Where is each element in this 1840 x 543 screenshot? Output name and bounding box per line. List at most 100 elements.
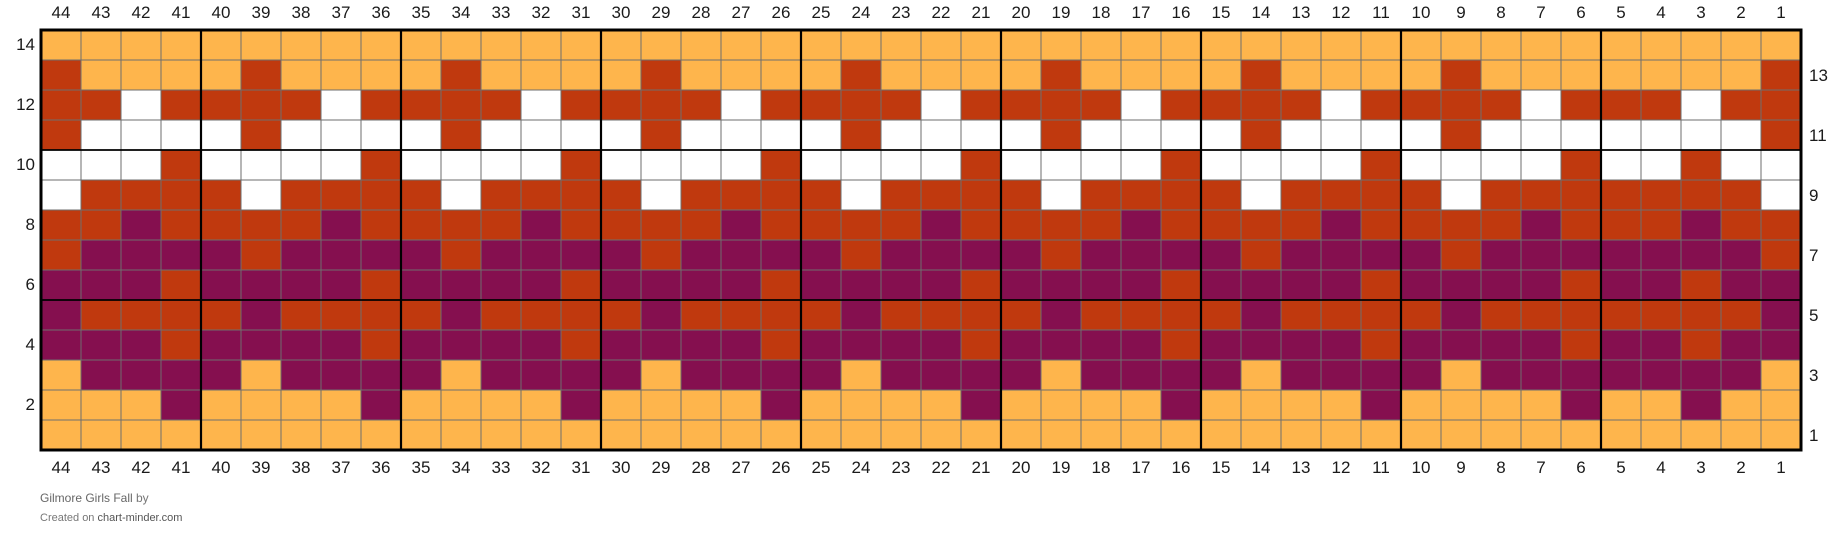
stitch-cell-row13-col34 (440, 59, 482, 91)
stitch-cell-row11-col3 (1680, 119, 1722, 151)
stitch-cell-row3-col40 (200, 359, 242, 391)
column-number-bottom: 33 (492, 458, 511, 477)
stitch-cell-row11-col11 (1360, 119, 1402, 151)
stitch-cell-row10-col20 (1000, 149, 1042, 181)
stitch-cell-row7-col30 (600, 239, 642, 271)
stitch-cell-row3-col27 (720, 359, 762, 391)
stitch-cell-row1-col35 (400, 419, 442, 451)
row-number-right: 3 (1809, 366, 1818, 385)
stitch-cell-row7-col39 (240, 239, 282, 271)
stitch-cell-row1-col17 (1120, 419, 1162, 451)
stitch-cell-row2-col16 (1160, 389, 1202, 421)
site-link[interactable]: chart-minder.com (97, 512, 183, 524)
column-number-bottom: 21 (972, 458, 991, 477)
column-number-top: 33 (492, 3, 511, 22)
stitch-cell-row7-col20 (1000, 239, 1042, 271)
stitch-cell-row12-col31 (560, 89, 602, 121)
stitch-cell-row5-col21 (960, 299, 1002, 331)
stitch-cell-row2-col11 (1360, 389, 1402, 421)
column-number-bottom: 18 (1092, 458, 1111, 477)
column-number-bottom: 6 (1576, 458, 1585, 477)
stitch-cell-row13-col21 (960, 59, 1002, 91)
column-number-top: 9 (1456, 3, 1465, 22)
stitch-cell-row12-col10 (1400, 89, 1442, 121)
stitch-cell-row11-col2 (1720, 119, 1762, 151)
column-number-bottom: 42 (132, 458, 151, 477)
stitch-cell-row14-col44 (40, 29, 82, 61)
stitch-cell-row9-col9 (1440, 179, 1482, 211)
stitch-cell-row6-col16 (1160, 269, 1202, 301)
stitch-cell-row4-col8 (1480, 329, 1522, 361)
stitch-cell-row5-col3 (1680, 299, 1722, 331)
stitch-cell-row13-col43 (80, 59, 122, 91)
stitch-cell-row14-col12 (1320, 29, 1362, 61)
stitch-cell-row4-col30 (600, 329, 642, 361)
stitch-cell-row11-col33 (480, 119, 522, 151)
stitch-cell-row4-col37 (320, 329, 362, 361)
stitch-cell-row6-col2 (1720, 269, 1762, 301)
stitch-cell-row8-col21 (960, 209, 1002, 241)
stitch-cell-row5-col14 (1240, 299, 1282, 331)
stitch-cell-row14-col35 (400, 29, 442, 61)
stitch-cell-row4-col1 (1760, 329, 1802, 361)
stitch-cell-row11-col7 (1520, 119, 1562, 151)
stitch-cell-row2-col24 (840, 389, 882, 421)
stitch-cell-row6-col18 (1080, 269, 1122, 301)
stitch-cell-row5-col44 (40, 299, 82, 331)
stitch-cell-row4-col10 (1400, 329, 1442, 361)
column-number-bottom: 4 (1656, 458, 1665, 477)
row-number-right: 9 (1809, 186, 1818, 205)
stitch-cell-row1-col18 (1080, 419, 1122, 451)
column-number-bottom: 8 (1496, 458, 1505, 477)
stitch-cell-row4-col16 (1160, 329, 1202, 361)
stitch-cell-row10-col23 (880, 149, 922, 181)
stitch-cell-row12-col43 (80, 89, 122, 121)
row-number-right: 7 (1809, 246, 1818, 265)
stitch-cell-row5-col19 (1040, 299, 1082, 331)
stitch-cell-row7-col25 (800, 239, 842, 271)
stitch-cell-row11-col43 (80, 119, 122, 151)
stitch-cell-row6-col43 (80, 269, 122, 301)
stitch-cell-row7-col6 (1560, 239, 1602, 271)
stitch-cell-row14-col1 (1760, 29, 1802, 61)
stitch-cell-row14-col36 (360, 29, 402, 61)
stitch-cell-row6-col38 (280, 269, 322, 301)
stitch-cell-row12-col42 (120, 89, 162, 121)
stitch-cell-row14-col31 (560, 29, 602, 61)
stitch-cell-row3-col29 (640, 359, 682, 391)
stitch-cell-row9-col8 (1480, 179, 1522, 211)
stitch-cell-row5-col13 (1280, 299, 1322, 331)
column-number-top: 8 (1496, 3, 1505, 22)
stitch-cell-row4-col18 (1080, 329, 1122, 361)
stitch-cell-row12-col34 (440, 89, 482, 121)
row-number-left: 14 (16, 35, 35, 54)
stitch-cell-row2-col9 (1440, 389, 1482, 421)
column-number-bottom: 3 (1696, 458, 1705, 477)
stitch-cell-row10-col7 (1520, 149, 1562, 181)
stitch-cell-row8-col42 (120, 209, 162, 241)
stitch-cell-row3-col43 (80, 359, 122, 391)
stitch-cell-row12-col5 (1600, 89, 1642, 121)
stitch-cell-row3-col9 (1440, 359, 1482, 391)
stitch-cell-row3-col5 (1600, 359, 1642, 391)
stitch-cell-row13-col19 (1040, 59, 1082, 91)
stitch-cell-row9-col10 (1400, 179, 1442, 211)
stitch-cell-row12-col37 (320, 89, 362, 121)
stitch-cell-row11-col30 (600, 119, 642, 151)
stitch-cell-row2-col4 (1640, 389, 1682, 421)
stitch-cell-row13-col40 (200, 59, 242, 91)
stitch-cell-row12-col4 (1640, 89, 1682, 121)
stitch-cell-row5-col28 (680, 299, 722, 331)
column-number-bottom: 20 (1012, 458, 1031, 477)
stitch-cell-row5-col6 (1560, 299, 1602, 331)
stitch-cell-row13-col5 (1600, 59, 1642, 91)
stitch-cell-row13-col44 (40, 59, 82, 91)
stitch-cell-row12-col9 (1440, 89, 1482, 121)
stitch-cell-row9-col37 (320, 179, 362, 211)
stitch-cell-row9-col6 (1560, 179, 1602, 211)
column-number-top: 38 (292, 3, 311, 22)
stitch-cell-row2-col22 (920, 389, 962, 421)
stitch-cell-row8-col2 (1720, 209, 1762, 241)
stitch-cell-row10-col10 (1400, 149, 1442, 181)
stitch-cell-row5-col7 (1520, 299, 1562, 331)
